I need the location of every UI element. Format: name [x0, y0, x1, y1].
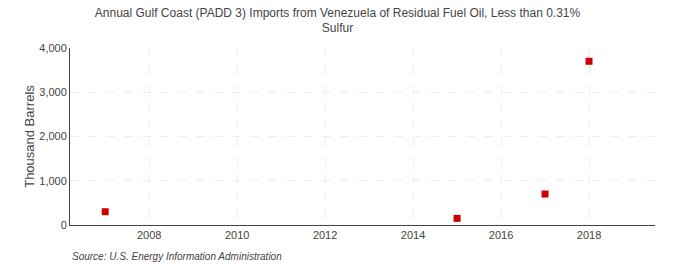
svg-text:2014: 2014 — [401, 229, 425, 241]
svg-text:4,000: 4,000 — [39, 42, 67, 54]
svg-text:2008: 2008 — [137, 229, 161, 241]
svg-text:2012: 2012 — [313, 229, 337, 241]
svg-text:Annual Gulf Coast (PADD 3) Imp: Annual Gulf Coast (PADD 3) Imports from … — [95, 6, 581, 36]
svg-text:Source: U.S. Energy Informatio: Source: U.S. Energy Information Administ… — [72, 251, 282, 262]
svg-text:2010: 2010 — [225, 229, 249, 241]
svg-text:Thousand Barrels: Thousand Barrels — [22, 85, 37, 188]
svg-text:3,000: 3,000 — [39, 86, 67, 98]
svg-text:2016: 2016 — [489, 229, 513, 241]
svg-text:1,000: 1,000 — [39, 175, 67, 187]
svg-text:2018: 2018 — [577, 229, 601, 241]
svg-text:2,000: 2,000 — [39, 130, 67, 142]
svg-text:0: 0 — [61, 219, 67, 231]
